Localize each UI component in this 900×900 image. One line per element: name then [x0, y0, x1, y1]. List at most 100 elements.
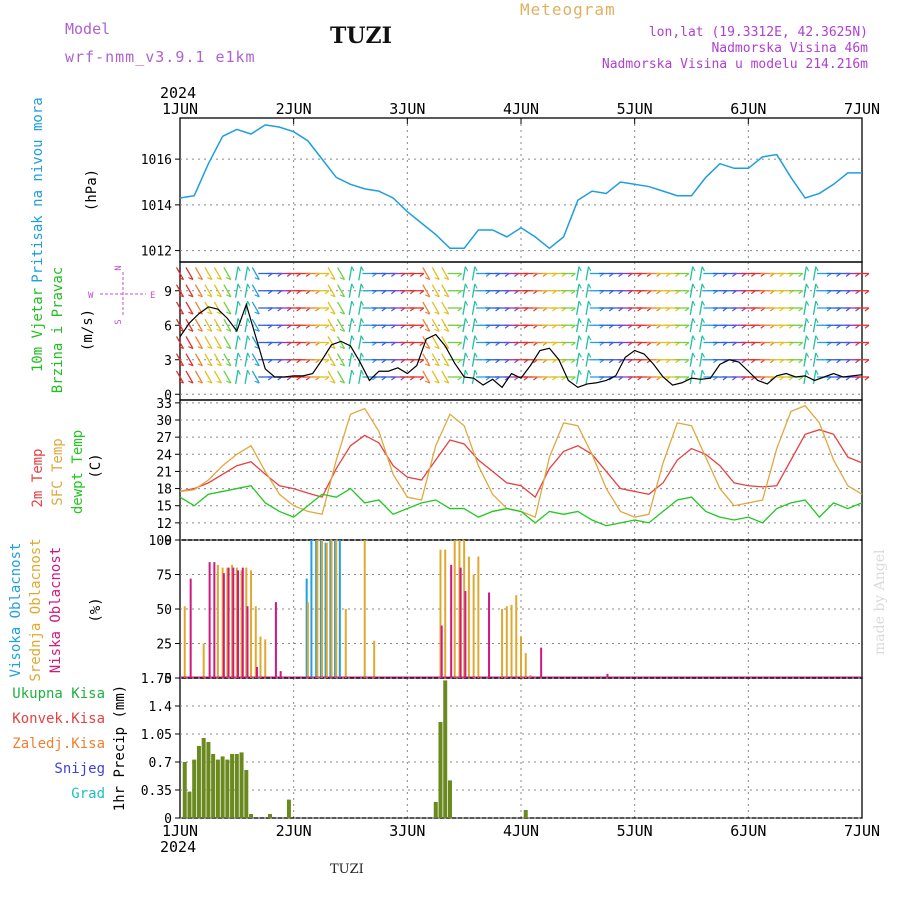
wind-barb-head [178, 363, 184, 367]
wind-barb-head [684, 290, 690, 295]
wind-barb [348, 335, 353, 350]
wind-barb-head [216, 311, 222, 315]
wind-barb-head [701, 283, 705, 289]
wind-barb-head [701, 369, 705, 375]
wind-barb [358, 369, 362, 385]
wind-barb-head [571, 290, 576, 295]
wind-barb-head [197, 328, 203, 332]
wind-barb-head [474, 335, 478, 341]
wind-barb [194, 284, 204, 298]
wind-barb [251, 318, 260, 332]
wind-barb-head [701, 335, 705, 341]
y-tick-label-precip: 0.7 [149, 756, 172, 771]
wind-barb-head [805, 266, 810, 272]
wind-barb-head [464, 283, 469, 289]
wind-barb [185, 318, 194, 332]
wind-barb-head [692, 318, 696, 324]
year-bottom: 2024 [160, 838, 197, 856]
wind-barb-head [684, 273, 690, 277]
temp-2m-ylabel: 2m Temp [30, 448, 46, 507]
wind-barb-head [701, 352, 705, 358]
wind-barb-head [339, 328, 345, 332]
station-title: TUZI [330, 23, 392, 49]
wind-barb-head [254, 328, 260, 332]
wind-barb-head [474, 318, 478, 324]
wind-barb-head [360, 369, 364, 375]
precip-bar [215, 759, 220, 818]
wind-barb [431, 336, 440, 349]
wind-barb-head [188, 328, 194, 332]
wind-barb-head [578, 318, 582, 324]
wind-barb-head [324, 307, 330, 312]
wind-barb-head [360, 318, 364, 324]
wind-barb-head [474, 266, 478, 272]
wind-barb-head [571, 273, 576, 277]
wind-barb [348, 352, 353, 367]
wind-barb [175, 267, 185, 280]
wind-barb-head [419, 376, 425, 381]
wind-barb-head [197, 380, 203, 384]
wind-barb [585, 352, 590, 367]
wind-barb [213, 336, 222, 349]
pressure-line [179, 124, 862, 250]
wind-barb [699, 300, 703, 316]
y-tick-label-temperature: 24 [156, 448, 172, 463]
wind-barb [471, 369, 476, 385]
precip-bar [523, 810, 528, 818]
wind-barb [223, 336, 232, 349]
wind-barb-head [247, 266, 251, 272]
wind-barb-head [247, 318, 251, 324]
wind-barb [803, 369, 808, 385]
wind-barb-head [339, 277, 345, 281]
wind-barb-head [864, 273, 870, 277]
y-tick-label-cloud: 0 [164, 672, 172, 687]
y-tick-label-temperature: 21 [156, 465, 172, 480]
wind-barb [223, 353, 232, 367]
wind-barb [431, 301, 440, 315]
precip-bar [187, 791, 192, 818]
wind-barb-head [571, 324, 576, 329]
wind-barb [185, 301, 194, 315]
wind-barb-head [247, 335, 251, 341]
precip-bar [234, 754, 239, 818]
wind-barb-head [216, 346, 222, 350]
wind-barb [441, 353, 450, 367]
wind-barb-head [339, 363, 345, 367]
wind-barb [185, 353, 194, 367]
wind-barb [431, 284, 440, 298]
wind-barb [422, 370, 431, 384]
wind-barb [251, 370, 260, 384]
wind-barb-head [324, 342, 330, 346]
wind-barb [234, 335, 239, 350]
wind-barb-head [351, 335, 355, 341]
time-label-bottom: 6JUN [730, 822, 766, 840]
wind-barb [585, 369, 590, 385]
wind-barb-head [464, 335, 469, 341]
y-tick-label-wind: 6 [164, 319, 172, 334]
wind-barb [358, 300, 362, 316]
wind-barb-head [434, 346, 440, 350]
wind-barb-head [360, 335, 364, 341]
wind-barb-head [692, 335, 696, 341]
wind-barb [348, 283, 353, 298]
wind-barb-head [339, 346, 345, 350]
wind-barb [422, 318, 431, 332]
wind-barb [689, 266, 694, 281]
wind-barb [441, 318, 450, 332]
model-label: Model [65, 20, 111, 38]
wind-barb [441, 284, 450, 298]
wind-barb-head [798, 290, 804, 295]
wind-barb [462, 266, 467, 281]
wind-barb-head [226, 294, 232, 298]
wind-barb-head [339, 294, 345, 298]
wind-barb-head [188, 277, 194, 281]
wind-barb [699, 283, 703, 298]
compass-north: N [114, 265, 124, 270]
wind-barb-head [864, 324, 870, 329]
wind-barb-head [701, 300, 705, 306]
wind-barb-head [237, 266, 241, 272]
wind-barb-head [330, 311, 336, 315]
wind-barb-head [324, 290, 330, 295]
wind-barb [327, 284, 336, 298]
